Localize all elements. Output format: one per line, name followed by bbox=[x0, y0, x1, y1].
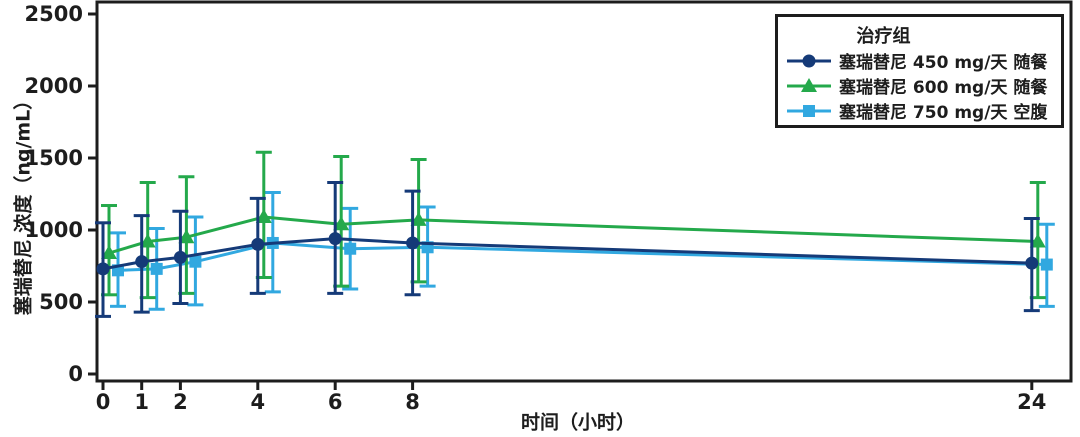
legend: 治疗组 塞瑞替尼 450 mg/天 随餐 塞瑞替尼 600 mg/天 随餐 塞瑞替尼… bbox=[775, 14, 1064, 128]
data-point-triangle bbox=[178, 229, 195, 244]
series-circle bbox=[95, 180, 1040, 318]
data-point-circle bbox=[96, 262, 110, 276]
y-tick-label: 0 bbox=[68, 362, 83, 386]
legend-item: 塞瑞替尼 750 mg/天 空腹 bbox=[778, 98, 1061, 123]
legend-title: 治疗组 bbox=[856, 26, 911, 47]
plot-frame bbox=[95, 0, 1073, 383]
data-point-triangle bbox=[333, 216, 350, 231]
legend-item-label: 塞瑞替尼 600 mg/天 随餐 bbox=[839, 78, 1048, 98]
y-tick-label: 500 bbox=[39, 290, 83, 314]
data-point-circle bbox=[173, 250, 187, 264]
data-point-square bbox=[1040, 258, 1053, 271]
x-tick-label: 2 bbox=[173, 390, 188, 414]
data-point-triangle bbox=[139, 233, 156, 248]
data-point-triangle bbox=[101, 245, 117, 260]
series-line bbox=[102, 237, 1032, 271]
legend-item-label: 塞瑞替尼 750 mg/天 空腹 bbox=[839, 103, 1048, 123]
x-tick-label: 4 bbox=[250, 390, 265, 414]
series-square bbox=[110, 191, 1055, 311]
data-point-triangle bbox=[1029, 233, 1046, 248]
data-point-circle bbox=[135, 255, 149, 269]
x-axis-title: 时间（小时） bbox=[520, 411, 636, 434]
data-point-triangle bbox=[410, 211, 427, 226]
data-point-square bbox=[344, 242, 357, 255]
y-tick-label: 1000 bbox=[25, 218, 83, 242]
legend-marker bbox=[802, 54, 816, 67]
triangle-marker-icon bbox=[787, 77, 831, 92]
x-tick-label: 24 bbox=[1017, 390, 1046, 414]
y-tick-label: 1500 bbox=[25, 146, 83, 170]
y-tick-label: 2000 bbox=[25, 74, 83, 98]
x-tick-label: 8 bbox=[405, 390, 420, 414]
data-point-square bbox=[189, 255, 202, 268]
legend-item: 塞瑞替尼 600 mg/天 随餐 bbox=[778, 73, 1061, 98]
data-point-triangle bbox=[255, 209, 272, 224]
legend-item: 塞瑞替尼 450 mg/天 随餐 bbox=[778, 48, 1061, 73]
data-point-circle bbox=[406, 236, 420, 250]
data-point-circle bbox=[251, 237, 265, 251]
circle-marker-icon bbox=[787, 54, 831, 67]
square-marker-icon bbox=[787, 104, 831, 117]
legend-marker bbox=[801, 77, 817, 92]
x-tick-label: 1 bbox=[134, 390, 149, 414]
x-tick-label: 0 bbox=[96, 390, 111, 414]
series-triangle bbox=[101, 150, 1046, 300]
legend-items: 塞瑞替尼 450 mg/天 随餐 塞瑞替尼 600 mg/天 随餐 塞瑞替尼 750… bbox=[778, 48, 1061, 123]
y-axis-title: 塞瑞替尼 浓度（ng/mL） bbox=[12, 90, 35, 316]
x-tick-label: 6 bbox=[328, 390, 343, 414]
data-point-circle bbox=[328, 232, 342, 246]
legend-item-label: 塞瑞替尼 450 mg/天 随餐 bbox=[839, 53, 1048, 73]
data-point-square bbox=[150, 262, 163, 275]
legend-marker bbox=[803, 104, 815, 117]
data-point-circle bbox=[1025, 256, 1039, 270]
y-tick-label: 2500 bbox=[25, 2, 83, 26]
